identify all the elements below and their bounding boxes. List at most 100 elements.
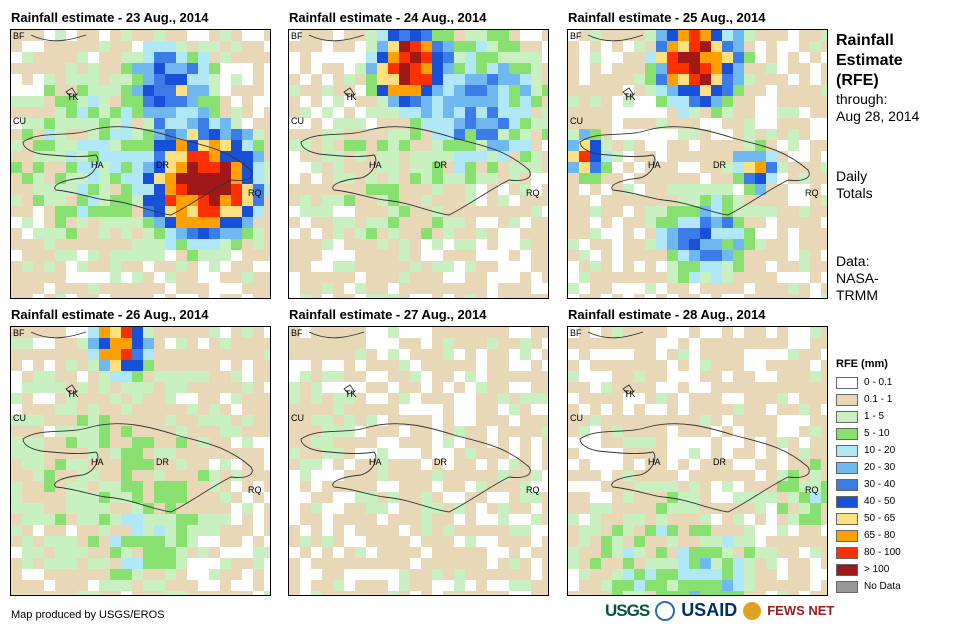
rainfall-cell [377, 272, 388, 283]
rainfall-cell [678, 426, 689, 437]
rainfall-cell [388, 393, 399, 404]
rainfall-cell [300, 437, 311, 448]
rainfall-cell [509, 525, 520, 536]
rainfall-cell [711, 85, 722, 96]
rainfall-cell [231, 558, 242, 569]
rainfall-cell [744, 96, 755, 107]
rainfall-cell [44, 118, 55, 129]
rainfall-cell [110, 371, 121, 382]
rainfall-cell [590, 503, 601, 514]
rainfall-cell [645, 580, 656, 591]
rainfall-cell [55, 206, 66, 217]
rainfall-cell [322, 30, 333, 41]
rainfall-cell [220, 558, 231, 569]
rainfall-cell [88, 63, 99, 74]
rainfall-cell [634, 481, 645, 492]
rainfall-cell [231, 294, 242, 298]
rainfall-cell [242, 272, 253, 283]
rainfall-cell [88, 547, 99, 558]
rainfall-cell [88, 360, 99, 371]
rainfall-cell [165, 404, 176, 415]
rainfall-cell [388, 151, 399, 162]
rainfall-cell [231, 173, 242, 184]
rainfall-cell [623, 360, 634, 371]
rainfall-cell [689, 30, 700, 41]
rainfall-cell [623, 580, 634, 591]
rainfall-cell [678, 217, 689, 228]
legend-swatch [836, 563, 858, 576]
rainfall-cell [487, 107, 498, 118]
rainfall-cell [667, 107, 678, 118]
map-label-ha: HA [648, 160, 661, 170]
rainfall-cell [722, 514, 733, 525]
rainfall-cell [311, 74, 322, 85]
rainfall-cell [110, 448, 121, 459]
rainfall-cell [333, 558, 344, 569]
rainfall-cell [154, 217, 165, 228]
rainfall-cell [187, 371, 198, 382]
rainfall-cell [399, 338, 410, 349]
rainfall-cell [300, 283, 311, 294]
rainfall-cell [667, 272, 678, 283]
rainfall-cell [454, 228, 465, 239]
rainfall-cell [355, 591, 366, 595]
rainfall-cell [399, 514, 410, 525]
rainfall-cell [55, 107, 66, 118]
rainfall-cell [154, 415, 165, 426]
rainfall-cell [520, 74, 531, 85]
rainfall-cell [110, 283, 121, 294]
rainfall-cell [377, 283, 388, 294]
rainfall-cell [11, 426, 22, 437]
rainfall-cell [656, 558, 667, 569]
rainfall-cell [744, 107, 755, 118]
rainfall-cell [344, 558, 355, 569]
rainfall-cell [667, 349, 678, 360]
rainfall-cell [110, 228, 121, 239]
rainfall-cell [322, 547, 333, 558]
rainfall-cell [634, 404, 645, 415]
totals-note: Daily Totals [836, 168, 873, 202]
rainfall-cell [132, 415, 143, 426]
rainfall-cell [253, 63, 264, 74]
rainfall-cell [176, 30, 187, 41]
rainfall-cell [634, 327, 645, 338]
rainfall-cell [410, 492, 421, 503]
rainfall-cell [209, 437, 220, 448]
rainfall-cell [242, 129, 253, 140]
rainfall-cell [311, 85, 322, 96]
rainfall-cell [388, 239, 399, 250]
rainfall-cell [366, 349, 377, 360]
rainfall-cell [322, 536, 333, 547]
rainfall-cell [443, 217, 454, 228]
rainfall-cell [99, 239, 110, 250]
rainfall-cell [487, 74, 498, 85]
rainfall-cell [355, 393, 366, 404]
rainfall-cell [55, 63, 66, 74]
rainfall-cell [432, 217, 443, 228]
rainfall-cell [165, 85, 176, 96]
rainfall-cell [744, 558, 755, 569]
rainfall-cell [777, 184, 788, 195]
rainfall-cell [143, 52, 154, 63]
rainfall-cell [689, 151, 700, 162]
rainfall-cell [198, 85, 209, 96]
rainfall-cell [443, 283, 454, 294]
rainfall-cell [689, 52, 700, 63]
rainfall-cell [443, 173, 454, 184]
rainfall-cell [722, 195, 733, 206]
rainfall-cell [231, 118, 242, 129]
rainfall-cell [154, 63, 165, 74]
rainfall-cell [645, 536, 656, 547]
map-label-cu: CU [13, 116, 26, 126]
rainfall-cell [366, 525, 377, 536]
rainfall-cell [656, 52, 667, 63]
rainfall-cell [700, 459, 711, 470]
rainfall-cell [110, 338, 121, 349]
rainfall-cell [568, 371, 579, 382]
rainfall-cell [311, 41, 322, 52]
rainfall-cell [711, 371, 722, 382]
rainfall-cell [388, 85, 399, 96]
rainfall-cell [766, 140, 777, 151]
rainfall-cell [110, 470, 121, 481]
map-label-dr: DR [713, 160, 726, 170]
